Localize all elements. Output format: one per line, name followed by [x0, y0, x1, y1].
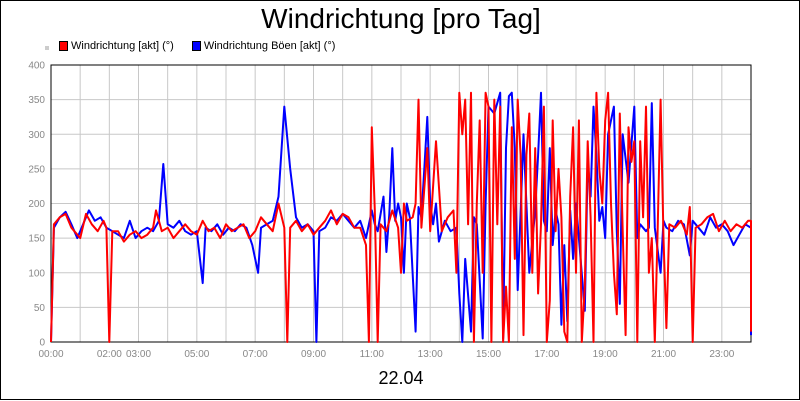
x-tick-label: 07:00	[243, 349, 268, 360]
x-tick-label: 11:00	[360, 349, 385, 360]
date-label: 22.04	[378, 368, 424, 388]
y-tick-label: 150	[28, 234, 45, 245]
legend-swatch-gust-direction	[191, 41, 201, 51]
x-tick-label: 09:00	[301, 349, 326, 360]
legend: Windrichtung [akt] (°) Windrichtung Böen…	[45, 39, 353, 53]
y-tick-label: 250	[28, 164, 45, 175]
y-tick-label: 200	[28, 199, 45, 210]
plot-border	[50, 64, 752, 343]
legend-swatch-wind-direction	[59, 41, 68, 51]
x-tick-label: 03:00	[126, 349, 151, 360]
x-tick-label: 19:00	[593, 349, 618, 360]
x-tick-label: 17:00	[534, 349, 559, 360]
x-tick-label: 21:00	[651, 349, 676, 360]
x-tick-label: 02:00	[97, 349, 122, 360]
x-tick-label: 15:00	[476, 349, 501, 360]
x-tick-label: 00:00	[38, 349, 63, 360]
y-tick-label: 400	[28, 61, 45, 72]
legend-item-wind-direction: Windrichtung [akt] (°)	[59, 40, 174, 52]
series-line-wind-direction	[50, 91, 752, 343]
legend-item-gust-direction: Windrichtung Böen [akt] (°)	[191, 40, 336, 52]
legend-label-gust-direction: Windrichtung Böen [akt] (°)	[203, 40, 336, 52]
y-tick-label: 50	[34, 303, 46, 314]
x-tick-label: 23:00	[709, 349, 734, 360]
legend-label-wind-direction: Windrichtung [akt] (°)	[71, 40, 174, 52]
x-tick-label: 05:00	[184, 349, 209, 360]
y-tick-label: 300	[28, 130, 45, 141]
legend-bullet-icon	[45, 46, 49, 50]
y-tick-label: 0	[39, 338, 45, 349]
y-tick-label: 350	[28, 95, 45, 106]
x-tick-label: 13:00	[418, 349, 443, 360]
chart-title: Windrichtung [pro Tag]	[261, 3, 541, 34]
y-tick-label: 100	[28, 268, 45, 279]
